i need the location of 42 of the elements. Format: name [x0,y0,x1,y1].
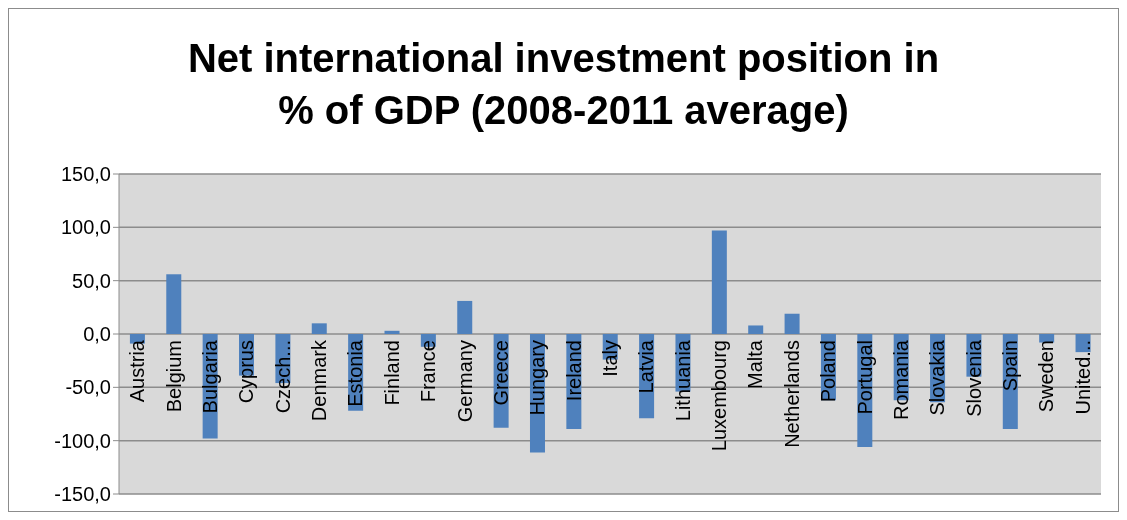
y-tick-label: 0,0 [83,323,111,346]
x-tick-label: United... [1071,340,1094,415]
y-tick-label: -50,0 [65,376,111,399]
x-tick-label: Romania [889,339,912,421]
x-tick-label: Malta [744,339,767,389]
x-tick-label: Estonia [344,339,367,407]
x-tick-label: Slovakia [926,339,949,416]
x-tick-label: Hungary [526,340,549,416]
x-tick-label: Greece [489,340,512,406]
x-tick-label: Cyprus [235,340,258,404]
x-tick-label: Slovenia [962,339,985,417]
y-tick-label: -100,0 [54,429,111,452]
bar [711,230,727,334]
bar [384,330,400,334]
x-tick-label: Denmark [308,339,331,422]
x-tick-label: Spain [999,340,1022,392]
y-tick-label: 150,0 [60,163,111,186]
bar [748,325,764,334]
x-tick-label: Portugal [853,340,876,415]
y-tick-label: -150,0 [54,483,111,506]
x-tick-label: Bulgaria [198,339,221,414]
x-tick-label: Lithuania [671,339,694,422]
x-tick-label: Finland [380,340,403,406]
bar [457,300,473,334]
x-tick-label: Luxembourg [708,340,731,452]
x-tick-label: Netherlands [780,340,803,448]
chart-title: Net international investment position in % of GDP (2008-2011 average) [186,35,941,134]
x-tick-label: Austria [126,339,149,403]
x-tick-label: Sweden [1035,340,1058,413]
x-tick-label: Latvia [635,339,658,394]
x-tick-label: Poland [817,340,840,403]
x-tick-label: Ireland [562,340,585,402]
x-tick-label: Czech... [271,340,294,414]
x-tick-label: Italy [599,340,621,377]
x-tick-label: Germany [453,340,476,423]
x-tick-label: Belgium [162,340,185,413]
bar [784,313,800,334]
bar [311,323,327,334]
y-tick-label: 50,0 [72,269,111,292]
x-tick-label: France [417,340,440,403]
y-tick-label: 100,0 [60,216,111,239]
bar [166,274,182,334]
